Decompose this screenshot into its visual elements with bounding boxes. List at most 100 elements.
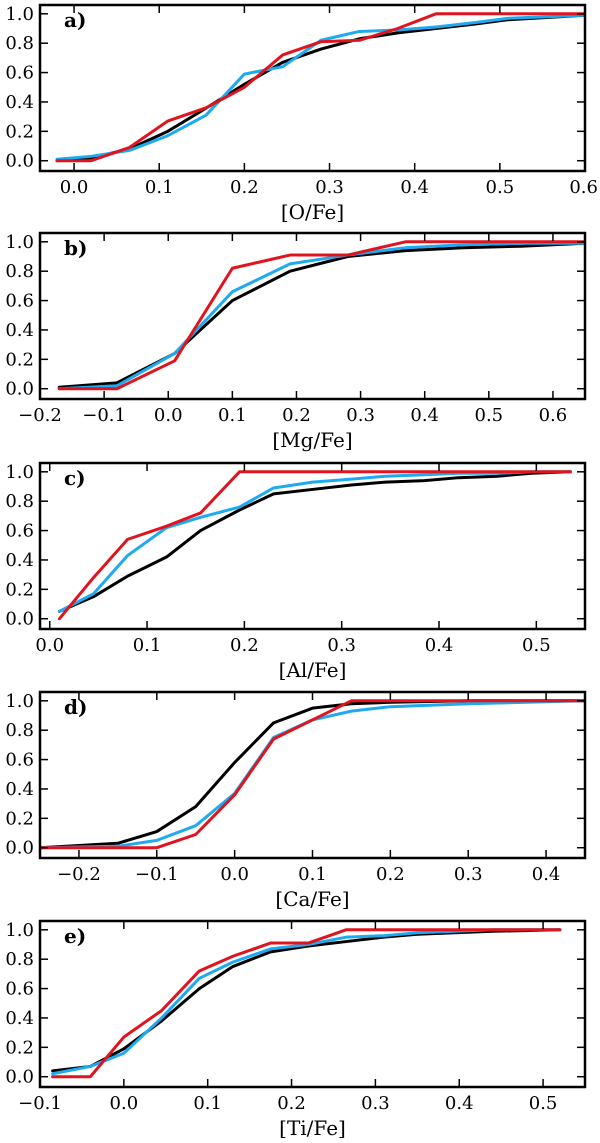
x-axis-label: [Ca/Fe] [275,887,349,911]
x-tick-label: 0.3 [361,1093,390,1114]
y-tick-label: 1.0 [5,920,34,941]
x-tick-label: −0.1 [82,405,126,426]
x-tick-label: 0.0 [220,864,249,885]
x-tick-label: 0.2 [230,177,259,198]
y-tick-label: 0.8 [5,33,34,54]
y-tick-label: 0.6 [5,979,34,1000]
panel-label: d) [64,695,87,719]
series-line-red [40,699,585,850]
y-tick-label: 0.0 [5,151,34,172]
x-tick-label: 0.6 [569,177,598,198]
series-line-red [57,470,572,621]
x-tick-label: 0.3 [454,864,483,885]
series-line-black [57,470,572,613]
series-line-blue [51,928,562,1076]
x-tick-label: 0.0 [110,1093,139,1114]
plot-frame [38,690,587,860]
y-tick-label: 0.4 [5,1008,34,1029]
y-tick-label: 1.0 [5,462,34,483]
y-tick-label: 0.4 [5,320,34,341]
x-tick-label: 0.0 [154,405,183,426]
chart-panel-5: −0.1 0.0 0.1 0.2 0.3 0.4 0.5 0.0 0.2 0.4 0.6 0.8 1.0… [5,919,587,1140]
x-tick-label: 0.4 [425,635,454,656]
y-tick-label: 0.0 [5,379,34,400]
x-tick-label: 0.5 [475,405,504,426]
x-tick-label: 0.1 [193,1093,222,1114]
y-tick-label: 0.2 [5,1037,34,1058]
y-tick-label: 0.4 [5,92,34,113]
series-line-black [55,13,585,163]
panel-label: a) [64,8,86,32]
x-tick-label: 0.4 [532,864,561,885]
x-tick-label: 0.0 [60,177,89,198]
x-tick-label: 0.0 [35,635,64,656]
series-line-black [40,699,585,850]
panel-label: e) [64,924,86,948]
y-tick-label: 1.0 [5,232,34,253]
y-tick-label: 0.2 [5,579,34,600]
panel-label: b) [64,236,87,260]
series-line-red [55,12,585,163]
x-tick-label: 0.5 [522,635,551,656]
y-tick-label: 0.0 [5,838,34,859]
series-line-black [57,241,585,389]
y-tick-label: 0.8 [5,720,34,741]
x-tick-label: −0.2 [18,405,62,426]
y-tick-label: 0.6 [5,291,34,312]
series-line-blue [55,13,585,161]
y-tick-label: 1.0 [5,691,34,712]
x-tick-label: 0.3 [315,177,344,198]
x-tick-label: 0.2 [282,405,311,426]
y-tick-label: 1.0 [5,4,34,25]
x-tick-label: 0.3 [346,405,375,426]
y-tick-label: 0.8 [5,491,34,512]
y-tick-label: 0.4 [5,550,34,571]
x-tick-label: 0.4 [410,405,439,426]
x-tick-label: −0.2 [57,864,101,885]
x-axis-label: [Al/Fe] [279,658,347,682]
x-tick-label: −0.1 [18,1093,62,1114]
y-tick-label: 0.4 [5,779,34,800]
chart-panel-1: 0.0 0.1 0.2 0.3 0.4 0.5 0.6 0.0 0.2 0.4 0.6 0.8 1.0 a… [5,3,598,224]
x-axis-label: [O/Fe] [281,200,344,224]
x-tick-label: 0.6 [539,405,568,426]
y-tick-label: 0.8 [5,261,34,282]
plot-frame [38,461,587,631]
x-tick-label: 0.3 [327,635,356,656]
x-axis-label: [Ti/Fe] [279,1116,346,1140]
series-line-blue [57,241,585,391]
plot-frame [38,231,587,401]
x-tick-label: 0.2 [277,1093,306,1114]
series-line-red [57,240,585,391]
x-axis-label: [Mg/Fe] [272,428,352,452]
x-tick-label: 0.1 [145,177,174,198]
y-tick-label: 0.2 [5,121,34,142]
x-tick-label: 0.5 [529,1093,558,1114]
y-tick-label: 0.0 [5,1067,34,1088]
plot-frame [38,3,587,173]
y-tick-label: 0.6 [5,521,34,542]
plot-frame [38,919,587,1089]
chart-panel-3: 0.0 0.1 0.2 0.3 0.4 0.5 0.0 0.2 0.4 0.6 0.8 1.0 c) [A… [5,461,587,682]
y-tick-label: 0.8 [5,949,34,970]
series-line-blue [40,699,585,850]
series-line-blue [57,470,572,613]
series-line-red [51,928,562,1079]
x-tick-label: 0.1 [133,635,162,656]
x-tick-label: 0.1 [218,405,247,426]
x-tick-label: 0.1 [298,864,327,885]
x-tick-label: 0.2 [230,635,259,656]
x-tick-label: 0.4 [400,177,429,198]
chart-panel-2: −0.2 −0.1 0.0 0.1 0.2 0.3 0.4 0.5 0.6 0.0 0.2 0.4 0.… [5,231,587,452]
x-tick-label: −0.1 [135,864,179,885]
x-tick-label: 0.5 [486,177,515,198]
chart-panel-4: −0.2 −0.1 0.0 0.1 0.2 0.3 0.4 0.0 0.2 0.4 0.6 0.8 1.… [5,690,587,911]
y-tick-label: 0.2 [5,808,34,829]
x-tick-label: 0.2 [376,864,405,885]
panel-label: c) [64,466,86,490]
y-tick-label: 0.2 [5,349,34,370]
y-tick-label: 0.0 [5,609,34,630]
x-tick-label: 0.4 [445,1093,474,1114]
y-tick-label: 0.6 [5,750,34,771]
